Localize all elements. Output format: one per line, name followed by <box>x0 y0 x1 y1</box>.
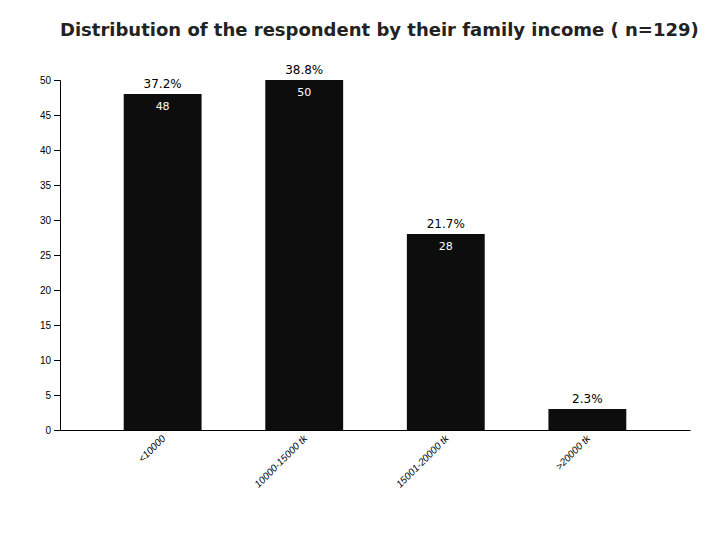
percentage-label: 37.2% <box>144 77 182 91</box>
tick: 0 <box>45 425 60 436</box>
tick: 10 <box>40 355 60 366</box>
tick-label: 40 <box>40 145 52 156</box>
tick-label: 5 <box>45 390 51 401</box>
plot: 0 5 10 15 20 25 30 35 40 45 50 <10000 10000-15000 tk… <box>40 63 691 490</box>
tick-label: 35 <box>40 180 52 191</box>
percentage-label: 21.7% <box>427 217 465 231</box>
bar <box>548 409 626 430</box>
axis-line <box>61 430 691 431</box>
labels: 37.2% 38.8% 21.7% 2.3% 48 50 28 <box>144 63 603 406</box>
axis-line <box>54 81 61 431</box>
tick-label: 15001-20000 tk <box>394 432 452 490</box>
tick: 35 <box>40 180 60 191</box>
tick: 50 <box>40 75 60 86</box>
tick-mark <box>54 290 60 291</box>
tick-label: >20000 tk <box>553 432 593 472</box>
tick: 30 <box>40 215 60 226</box>
tick-label: 0 <box>45 425 51 436</box>
tick-label: 25 <box>40 250 52 261</box>
chart: Distribution of the respondent by their … <box>0 0 720 540</box>
tick-mark <box>54 220 60 221</box>
tick-label: 45 <box>40 110 52 121</box>
tick-mark <box>54 325 60 326</box>
tick: 45 <box>40 110 60 121</box>
data-label: 48 <box>156 100 170 113</box>
tick: 20 <box>40 285 60 296</box>
tick-mark <box>54 395 60 396</box>
tick-label: 20 <box>40 285 52 296</box>
tick-mark <box>54 185 60 186</box>
tick: 15 <box>40 320 60 331</box>
tick-label: 30 <box>40 215 52 226</box>
tick-label: <10000 <box>136 433 168 465</box>
tick-label: 15 <box>40 320 52 331</box>
data-label: 28 <box>439 240 453 253</box>
tick: 10000-15000 tk <box>252 432 310 490</box>
tick: 15001-20000 tk <box>394 432 452 490</box>
tick-mark <box>54 360 60 361</box>
bar <box>124 94 202 430</box>
y-axis: 0 5 10 15 20 25 30 35 40 45 50 <box>40 75 61 436</box>
tick-label: 50 <box>40 75 52 86</box>
title: Distribution of the respondent by their … <box>60 19 699 40</box>
tick-mark <box>54 430 60 431</box>
tick-mark <box>54 150 60 151</box>
x-axis: <10000 10000-15000 tk 15001-20000 tk >20000… <box>61 431 691 490</box>
tick-label: 10 <box>40 355 52 366</box>
tick: 40 <box>40 145 60 156</box>
bar <box>407 234 485 430</box>
percentage-label: 38.8% <box>285 63 323 77</box>
data-label: 50 <box>297 86 311 99</box>
tick: 25 <box>40 250 60 261</box>
tick-mark <box>54 255 60 256</box>
tick: >20000 tk <box>553 432 593 472</box>
bar <box>265 80 343 430</box>
tick-label: 10000-15000 tk <box>252 432 310 490</box>
tick: <10000 <box>136 433 168 465</box>
tick-mark <box>54 80 60 81</box>
bars <box>124 80 627 430</box>
percentage-label: 2.3% <box>572 392 603 406</box>
tick: 5 <box>45 390 60 401</box>
tick-mark <box>54 115 60 116</box>
